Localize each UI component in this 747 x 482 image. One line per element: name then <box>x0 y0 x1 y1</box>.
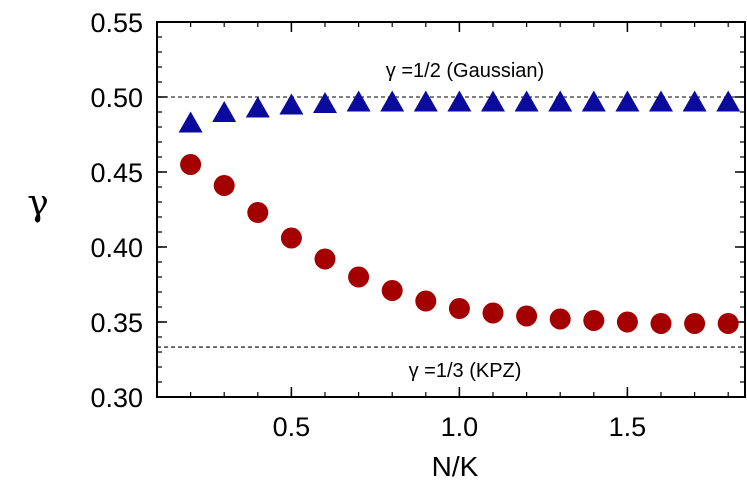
triangle-point <box>716 90 741 112</box>
circle-point <box>516 305 538 327</box>
triangle-point <box>649 90 673 112</box>
plot-frame <box>156 21 746 398</box>
reference-line-label: γ =1/3 (KPZ) <box>409 360 522 382</box>
y-tick-label: 0.45 <box>90 158 143 188</box>
y-tick-label: 0.55 <box>90 8 143 38</box>
circle-point <box>616 311 638 333</box>
triangle-point <box>313 92 337 113</box>
circle-point <box>583 310 605 331</box>
triangle-point <box>615 90 640 112</box>
circle-point <box>314 248 336 270</box>
circle-point <box>381 280 403 301</box>
reference-lines: γ =1/2 (Gaussian) γ =1/3 (KPZ) <box>157 60 745 382</box>
triangle-point <box>447 90 472 112</box>
triangle-point <box>346 90 371 112</box>
circle-point <box>247 202 269 223</box>
circle-point <box>415 290 437 312</box>
triangle-point <box>245 96 270 118</box>
circle-point <box>717 313 739 334</box>
circle-point <box>280 227 302 249</box>
y-tick-label: 0.40 <box>90 233 143 263</box>
triangle-point <box>380 90 405 112</box>
triangle-point <box>682 90 707 112</box>
x-tick-label: 0.5 <box>273 412 311 442</box>
y-tick-label: 0.30 <box>90 383 143 413</box>
circle-point <box>549 308 571 330</box>
triangle-point <box>548 90 573 112</box>
reference-line-label: γ =1/2 (Gaussian) <box>386 60 544 82</box>
x-tick-label: 1.0 <box>441 412 479 442</box>
triangle-point <box>178 111 203 133</box>
triangle-point <box>413 90 438 112</box>
y-tick-label: 0.50 <box>90 83 143 113</box>
triangle-point <box>279 93 304 115</box>
circle-point <box>482 302 504 324</box>
circle-point <box>348 266 370 288</box>
triangle-point <box>481 90 505 112</box>
circle-point <box>180 154 202 175</box>
triangle-point <box>581 90 606 112</box>
y-tick-label: 0.35 <box>90 308 143 338</box>
circle-point <box>213 175 235 196</box>
circle-point <box>650 313 672 334</box>
circle-point <box>684 313 706 334</box>
x-axis-label: N/K <box>432 451 479 482</box>
triangle-point <box>212 101 237 122</box>
circle-point <box>448 298 470 319</box>
data-marks <box>178 90 741 334</box>
y-axis-label: γ <box>27 183 49 224</box>
triangle-point <box>514 90 539 112</box>
x-tick-label: 1.5 <box>609 412 647 442</box>
